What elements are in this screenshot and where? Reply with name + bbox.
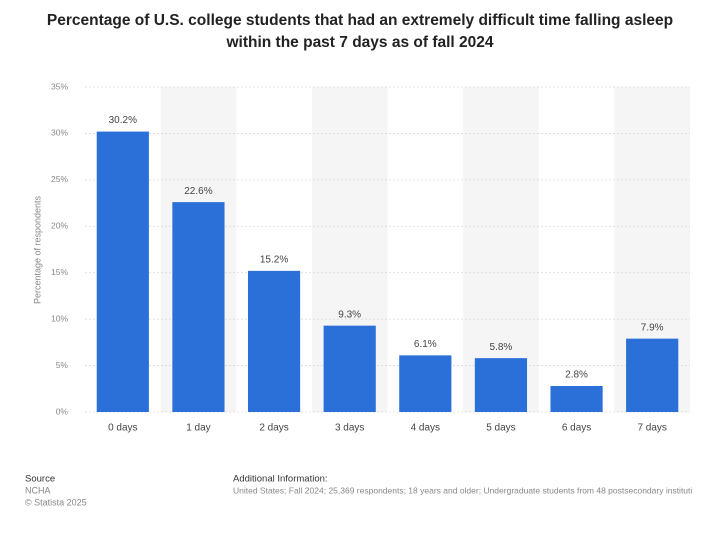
- source-heading: Source: [25, 474, 55, 485]
- x-tick-label: 7 days: [637, 423, 666, 434]
- y-tick-label: 15%: [51, 267, 68, 277]
- value-label: 6.1%: [414, 339, 437, 350]
- bar: [96, 131, 149, 413]
- chart-title: Percentage of U.S. college students that…: [46, 12, 674, 51]
- y-tick-label: 25%: [51, 174, 68, 184]
- bar: [172, 202, 225, 412]
- value-label: 22.6%: [184, 186, 212, 197]
- source-line: © Statista 2025: [25, 497, 87, 507]
- bar: [474, 358, 528, 412]
- y-tick-label: 20%: [51, 221, 68, 231]
- value-label: 5.8%: [490, 342, 513, 353]
- info-heading: Additional Information:: [233, 474, 328, 485]
- x-tick-label: 2 days: [259, 423, 288, 434]
- info-text: United States; Fall 2024; 25,369 respond…: [233, 485, 692, 495]
- bar: [626, 338, 679, 412]
- value-label: 9.3%: [338, 309, 361, 320]
- x-tick-label: 6 days: [562, 423, 591, 434]
- source-line: NCHA: [25, 485, 51, 495]
- bar: [399, 355, 452, 412]
- x-tick-label: 0 days: [108, 423, 137, 434]
- bar: [323, 325, 376, 412]
- bar: [247, 270, 301, 412]
- bar: [550, 386, 603, 412]
- value-label: 2.8%: [565, 370, 588, 381]
- y-tick-label: 10%: [51, 313, 68, 323]
- y-tick-label: 30%: [51, 128, 68, 138]
- x-tick-label: 4 days: [411, 423, 440, 434]
- y-axis-label: Percentage of respondents: [32, 195, 42, 304]
- x-tick-label: 5 days: [486, 423, 515, 434]
- value-label: 7.9%: [641, 322, 664, 333]
- x-tick-label: 3 days: [335, 423, 364, 434]
- y-tick-label: 5%: [56, 360, 69, 370]
- y-tick-label: 0%: [56, 406, 69, 416]
- x-tick-label: 1 day: [186, 423, 210, 434]
- value-label: 30.2%: [109, 115, 137, 126]
- y-tick-label: 35%: [51, 81, 68, 91]
- value-label: 15.2%: [260, 254, 288, 265]
- band-shade: [463, 87, 539, 412]
